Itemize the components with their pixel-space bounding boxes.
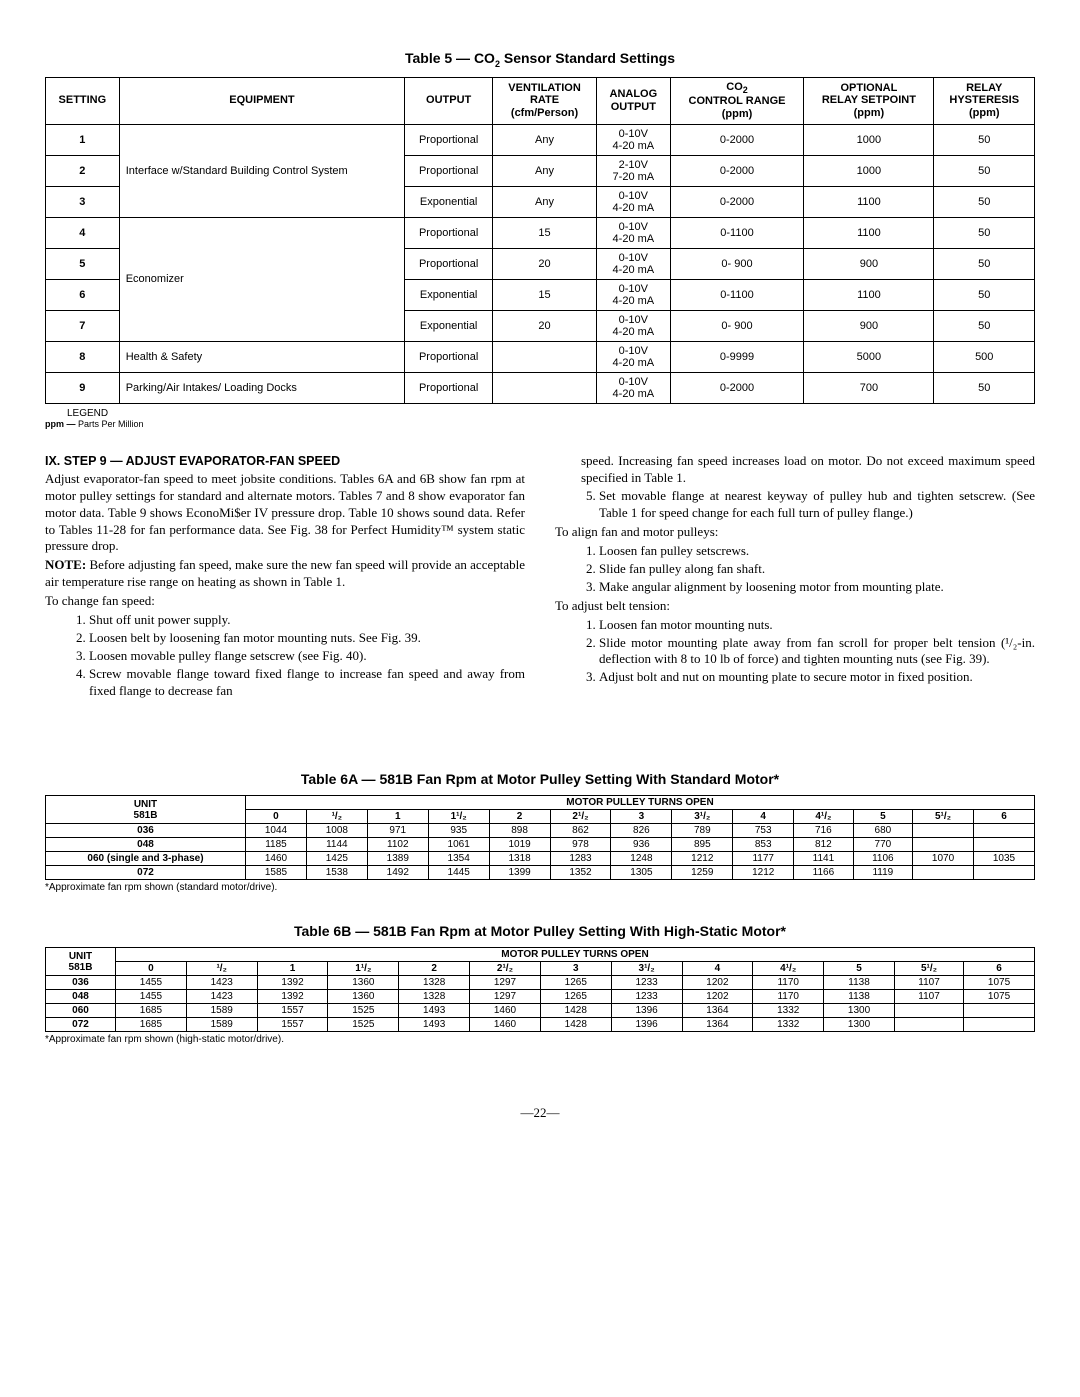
left-col: IX. STEP 9 — ADJUST EVAPORATOR-FAN SPEED… bbox=[45, 453, 525, 702]
p5: To adjust belt tension: bbox=[555, 598, 1035, 615]
right-col: speed. Increasing fan speed increases lo… bbox=[555, 453, 1035, 702]
t5-h-rate: VENTILATIONRATE(cfm/Person) bbox=[493, 77, 597, 124]
list-item: Shut off unit power supply. bbox=[89, 612, 525, 629]
table6b: UNIT581BMOTOR PULLEY TURNS OPEN0¹/₂11¹/₂… bbox=[45, 947, 1035, 1032]
section-heading: IX. STEP 9 — ADJUST EVAPORATOR-FAN SPEED bbox=[45, 453, 525, 469]
table6b-title: Table 6B — 581B Fan Rpm at Motor Pulley … bbox=[45, 923, 1035, 939]
p2: NOTE: Before adjusting fan speed, make s… bbox=[45, 557, 525, 591]
list-item: Set movable flange at nearest keyway of … bbox=[599, 488, 1035, 522]
table6a: UNIT581BMOTOR PULLEY TURNS OPEN0¹/₂11¹/₂… bbox=[45, 795, 1035, 880]
p1: Adjust evaporator-fan speed to meet jobs… bbox=[45, 471, 525, 555]
body-columns: IX. STEP 9 — ADJUST EVAPORATOR-FAN SPEED… bbox=[45, 453, 1035, 702]
list-item: Loosen movable pulley flange setscrew (s… bbox=[89, 648, 525, 665]
t5-h-relay: OPTIONALRELAY SETPOINT(ppm) bbox=[804, 77, 934, 124]
list-item: Slide motor mounting plate away from fan… bbox=[599, 635, 1035, 669]
page-number: —22— bbox=[45, 1105, 1035, 1121]
list-change-speed: Shut off unit power supply. Loosen belt … bbox=[45, 612, 525, 699]
list-item: Make angular alignment by loosening moto… bbox=[599, 579, 1035, 596]
t5-h-analog: ANALOGOUTPUT bbox=[596, 77, 670, 124]
p4: To align fan and motor pulleys: bbox=[555, 524, 1035, 541]
p3: To change fan speed: bbox=[45, 593, 525, 610]
table6a-foot: *Approximate fan rpm shown (standard mot… bbox=[45, 882, 1035, 893]
table5-title: Table 5 — CO2 Sensor Standard Settings bbox=[45, 50, 1035, 69]
table6a-title: Table 6A — 581B Fan Rpm at Motor Pulley … bbox=[45, 771, 1035, 787]
t5-h-output: OUTPUT bbox=[405, 77, 493, 124]
legend-label: LEGEND bbox=[67, 408, 1035, 419]
t5-h-co2: CO2CONTROL RANGE(ppm) bbox=[670, 77, 804, 124]
table6b-foot: *Approximate fan rpm shown (high-static … bbox=[45, 1034, 1035, 1045]
list-item: Slide fan pulley along fan shaft. bbox=[599, 561, 1035, 578]
t5-h-hyst: RELAYHYSTERESIS(ppm) bbox=[934, 77, 1035, 124]
list-belt: Loosen fan motor mounting nuts. Slide mo… bbox=[555, 617, 1035, 687]
t5-h-equipment: EQUIPMENT bbox=[119, 77, 404, 124]
r-top: speed. Increasing fan speed increases lo… bbox=[581, 453, 1035, 487]
list-item: Adjust bolt and nut on mounting plate to… bbox=[599, 669, 1035, 686]
table5: SETTING EQUIPMENT OUTPUT VENTILATIONRATE… bbox=[45, 77, 1035, 404]
t5-h-setting: SETTING bbox=[46, 77, 120, 124]
list-item: Loosen fan motor mounting nuts. bbox=[599, 617, 1035, 634]
list-item: Loosen belt by loosening fan motor mount… bbox=[89, 630, 525, 647]
list-item: Screw movable flange toward fixed flange… bbox=[89, 666, 525, 700]
list-item: Loosen fan pulley setscrews. bbox=[599, 543, 1035, 560]
list-change-speed-cont: Set movable flange at nearest keyway of … bbox=[555, 488, 1035, 522]
ppm-note: ppm — Parts Per Million bbox=[45, 419, 1035, 429]
list-align: Loosen fan pulley setscrews. Slide fan p… bbox=[555, 543, 1035, 596]
